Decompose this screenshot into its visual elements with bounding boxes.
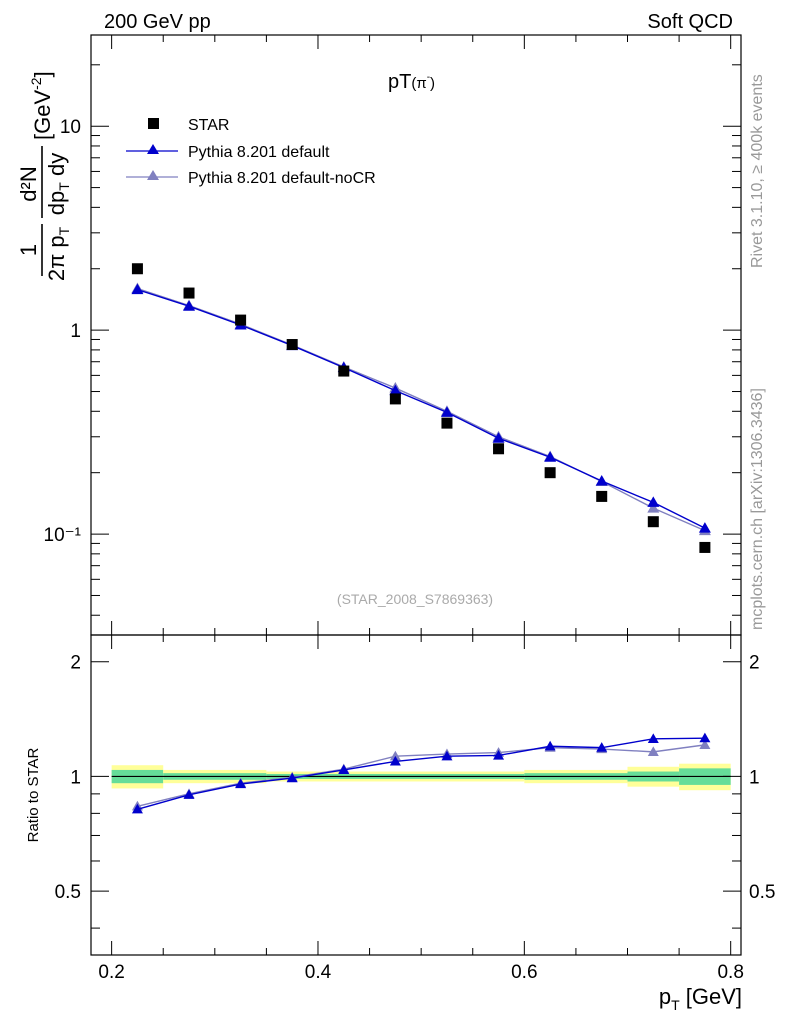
ratio-point-nocr [699,739,711,750]
ratio-y-tick-label-right: 2 [749,653,760,674]
ratio-y-tick-label: 0.5 [55,882,81,903]
main-point-star [286,339,298,351]
ratio-point-default [699,732,711,743]
ratio-y-tick-label-right: 1 [749,767,760,788]
ratio-point-default [235,778,247,789]
ratio-point-default [596,742,608,752]
main-ylabel: 1 2π pT d²N dpT dy [GeV-2] [16,71,72,281]
main-point-star [131,263,143,275]
main-point-default [183,300,196,311]
ratio-point-default [647,733,659,743]
ratio-point-default [183,789,195,799]
ylabel-unit: [GeV-2] [28,71,55,140]
ratio-point-default [544,740,556,751]
ratio-panel: 0.5 0.5 1 1 2 2 [55,634,775,956]
mcplots-label: mcplots.cern.ch [arXiv:1306.3436] [749,388,766,630]
main-point-default [595,475,608,486]
main-point-star [699,541,711,553]
x-axis-label: pT [GeV] [659,984,742,1013]
ylabel-frac2-den: dpT dy [44,153,72,215]
plot-title: pT(π-) [388,71,435,93]
legend-label-nocr: Pythia 8.201 default-noCR [188,170,376,187]
legend-marker-nocr [147,170,159,180]
ratio-series [131,732,711,814]
main-point-star [441,417,453,429]
ylabel-frac1-den: 2π pT [44,226,72,281]
ylabel-frac2-num: d²N [16,166,41,201]
ratio-line-default [137,737,705,810]
legend-label-default: Pythia 8.201 default [188,144,330,161]
ratio-point-default [338,764,350,775]
ratio-y-tick-label: 2 [70,653,81,674]
ratio-y-tick-label: 1 [70,767,81,788]
x-tick-labels: 0.2 0.4 0.6 0.8 [98,962,743,983]
main-point-star [647,516,659,528]
header-right: Soft QCD [647,11,733,33]
main-y-tick-label: 10⁻¹ [44,525,82,546]
main-line-default [137,288,706,529]
ratio-frame [90,634,742,956]
ratio-y-tick-label-right: 0.5 [749,882,775,903]
ratio-point-default [131,803,143,814]
main-y-tick-label: 1 [70,321,81,342]
legend-marker-default [147,144,159,154]
rivet-label: Rivet 3.1.10, ≥ 400k events [749,74,766,268]
legend: STAR Pythia 8.201 default Pythia 8.201 d… [126,117,376,187]
main-point-star [596,490,608,502]
legend-label-star: STAR [188,117,229,134]
ratio-point-nocr [647,746,659,756]
ylabel-frac1-num: 1 [16,244,41,256]
main-point-star [544,467,556,479]
main-point-default [131,283,144,295]
main-panel: 10⁻¹ 1 10 [44,34,742,636]
analysis-watermark: (STAR_2008_S7869363) [337,591,493,607]
ratio-line-nocr [137,744,705,807]
main-point-star [338,365,350,377]
main-point-star [493,443,505,455]
ratio-point-nocr [389,750,401,761]
main-series [131,263,711,553]
x-tick-label: 0.4 [305,962,332,983]
x-tick-label: 0.2 [98,962,124,983]
ratio-ticks: 0.5 0.5 1 1 2 2 [55,635,775,955]
legend-marker-star [148,118,159,129]
main-ticks: 10⁻¹ 1 10 [44,35,741,635]
main-point-nocr [647,502,660,513]
header-left: 200 GeV pp [104,11,211,33]
ratio-ylabel: Ratio to STAR [25,747,42,842]
main-point-default [440,406,453,417]
x-tick-label: 0.8 [717,962,743,983]
ratio-point-default [286,772,298,783]
ratio-point-default [389,755,401,766]
main-point-default [492,432,505,443]
main-line-nocr [137,287,706,532]
x-tick-label: 0.6 [511,962,537,983]
main-point-star [389,393,401,405]
ratio-point-default [441,750,453,761]
main-point-default [544,451,557,462]
main-point-star [235,314,247,326]
main-point-star [183,287,195,299]
ratio-point-default [493,749,505,760]
main-point-default [647,496,660,507]
main-point-default [389,384,402,396]
main-y-tick-label: 10 [60,117,81,138]
main-point-default [698,522,711,533]
